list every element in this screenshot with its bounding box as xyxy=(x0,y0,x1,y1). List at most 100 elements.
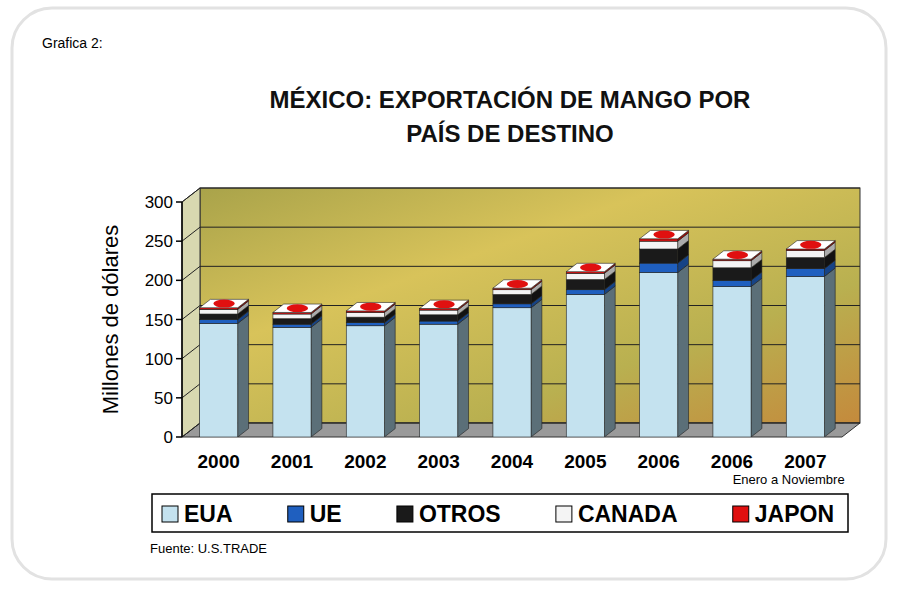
category-label: 2006 xyxy=(711,451,753,472)
bar-side xyxy=(604,286,615,437)
bar-segment xyxy=(420,315,458,321)
source: Fuente: U.S.TRADE xyxy=(150,541,267,556)
tick-label: 250 xyxy=(145,232,173,251)
bar-segment xyxy=(346,323,384,326)
bar-segment xyxy=(566,294,604,437)
title-group: MÉXICO: EXPORTACIÓN DE MANGO POR PAÍS DE … xyxy=(270,86,751,147)
title-line: PAÍS DE DESTINO xyxy=(406,120,614,147)
bar-segment xyxy=(273,324,311,327)
legend-swatch xyxy=(733,506,749,522)
legend: EUAUEOTROSCANADAJAPON xyxy=(152,494,848,532)
bar-side xyxy=(311,319,322,437)
bar-segment xyxy=(420,321,458,324)
bar-top xyxy=(420,300,469,308)
category-label: 2004 xyxy=(491,451,534,472)
bar-segment xyxy=(346,317,384,322)
bar-top xyxy=(493,280,542,288)
bar-segment xyxy=(786,276,824,437)
legend-swatch xyxy=(556,506,572,522)
bar-segment xyxy=(640,239,678,241)
bar-segment xyxy=(273,319,311,324)
tick xyxy=(176,436,182,438)
bar-top-emblem xyxy=(653,231,674,239)
bar-segment xyxy=(566,290,604,295)
chart-label: Grafica 2: xyxy=(42,35,103,51)
annotation: Enero a Noviembre xyxy=(733,472,845,487)
tick xyxy=(176,280,182,282)
bar-top xyxy=(786,241,835,249)
bar-segment xyxy=(786,269,824,277)
legend-label: CANADA xyxy=(578,501,678,527)
bar-top-emblem xyxy=(580,264,601,272)
grid-diagonal xyxy=(182,306,200,320)
bar-segment xyxy=(640,249,678,263)
bar-side xyxy=(238,315,249,437)
category-label: 2007 xyxy=(784,451,826,472)
tick xyxy=(176,397,182,399)
bar-segment xyxy=(786,258,824,269)
grid-diagonal xyxy=(182,423,200,437)
category-label: 2005 xyxy=(564,451,607,472)
title-line: MÉXICO: EXPORTACIÓN DE MANGO POR xyxy=(270,86,751,113)
bar-top-emblem xyxy=(727,251,748,259)
bar-segment xyxy=(786,251,824,258)
legend-label: OTROS xyxy=(419,501,501,527)
bar-top-emblem xyxy=(213,300,234,308)
bar-top-emblem xyxy=(433,300,454,308)
title: MÉXICO: EXPORTACIÓN DE MANGO POR PAÍS DE … xyxy=(270,86,751,147)
bar-segment xyxy=(273,327,311,437)
tick-label: 50 xyxy=(154,389,173,408)
legend-swatch xyxy=(288,506,304,522)
bar-segment xyxy=(493,304,531,308)
bar-side xyxy=(824,268,835,437)
grid-diagonal xyxy=(182,266,200,280)
bar-top xyxy=(640,230,689,238)
tick xyxy=(176,240,182,242)
bar-segment xyxy=(346,312,384,317)
y-axis xyxy=(181,202,183,437)
category-label: 2003 xyxy=(418,451,460,472)
bar-segment xyxy=(566,280,604,290)
bar-segment xyxy=(200,320,238,324)
frame xyxy=(12,8,886,579)
bar-top-emblem xyxy=(287,304,308,312)
tick-label: 300 xyxy=(145,193,173,212)
chart: Grafica 2: MÉXICO: EXPORTACIÓN DE MANGO P… xyxy=(0,0,900,589)
bar-side xyxy=(751,278,762,437)
bar-segment xyxy=(640,241,678,249)
bar-segment xyxy=(713,287,751,437)
legend-swatch xyxy=(162,506,178,522)
bar-segment xyxy=(713,280,751,286)
bar-top xyxy=(200,299,249,307)
bar-segment xyxy=(713,261,751,268)
bar-top-emblem xyxy=(800,241,821,249)
tick xyxy=(176,319,182,321)
bar-segment xyxy=(200,314,238,319)
y-axis-title: Millones de dólares xyxy=(98,225,123,415)
grid-diagonal xyxy=(182,345,200,359)
tick xyxy=(176,201,182,203)
bar-top-emblem xyxy=(507,280,528,288)
grid-diagonal xyxy=(182,227,200,241)
category-label: 2001 xyxy=(271,451,314,472)
bar-side xyxy=(531,299,542,437)
bar-segment xyxy=(493,294,531,303)
side-wall xyxy=(182,188,200,437)
grid-diagonal xyxy=(182,188,200,202)
bar-segment xyxy=(566,273,604,279)
grid-diagonal xyxy=(182,384,200,398)
bars xyxy=(200,230,836,437)
bar-side xyxy=(458,316,469,437)
bar-top xyxy=(273,304,322,312)
bar-segment xyxy=(420,310,458,315)
bar-top xyxy=(566,263,615,271)
bar-side xyxy=(384,317,395,437)
bar-segment xyxy=(273,314,311,319)
bar-segment xyxy=(346,326,384,437)
legend-box xyxy=(152,494,848,532)
legend-swatch xyxy=(397,506,413,522)
tick xyxy=(176,358,182,360)
bar-segment xyxy=(640,263,678,272)
bar-segment xyxy=(493,308,531,437)
tick-label: 100 xyxy=(145,350,173,369)
